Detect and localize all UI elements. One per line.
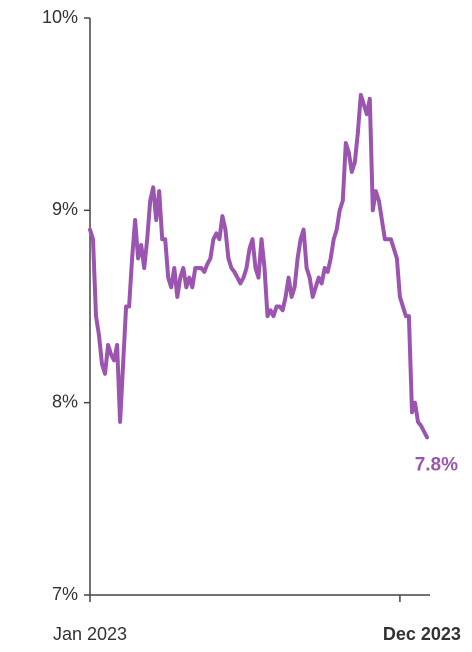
y-tick-label: 7% bbox=[52, 584, 78, 604]
y-tick-label: 9% bbox=[52, 199, 78, 219]
x-tick-label: Jan 2023 bbox=[53, 624, 127, 644]
y-tick-label: 8% bbox=[52, 391, 78, 411]
line bbox=[88, 92, 429, 440]
y-tick-label: 10% bbox=[42, 7, 78, 27]
annotation: 7.8% bbox=[415, 454, 458, 475]
x-tick-label: Dec 2023 bbox=[383, 624, 461, 644]
